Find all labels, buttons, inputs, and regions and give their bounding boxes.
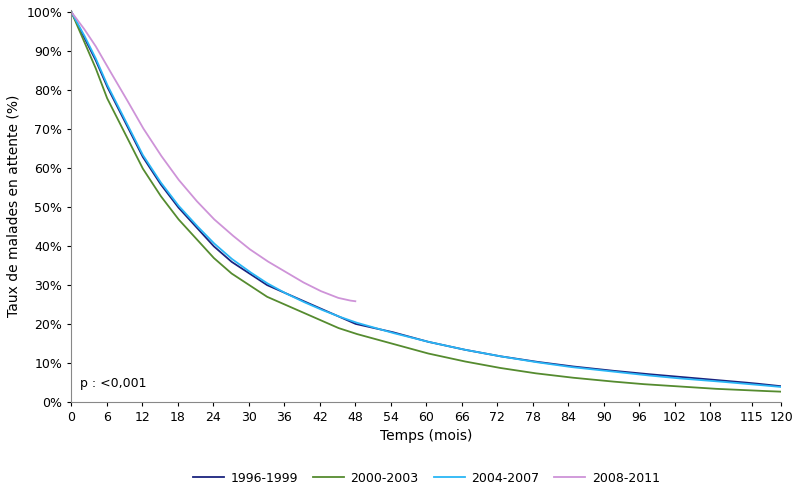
2004-2007 xyxy=(776,384,786,390)
2004-2007 xyxy=(370,325,379,331)
Y-axis label: Taux de malades en attente (%): Taux de malades en attente (%) xyxy=(7,95,21,317)
2008-2011 xyxy=(345,297,354,303)
2000-2003 xyxy=(190,234,199,240)
2008-2011 xyxy=(350,298,360,304)
2008-2011 xyxy=(116,86,126,92)
1996-1999 xyxy=(66,9,76,15)
2008-2011 xyxy=(188,194,198,199)
2000-2003 xyxy=(338,327,348,333)
2000-2003 xyxy=(370,336,379,342)
2000-2003 xyxy=(147,180,157,186)
2000-2003 xyxy=(776,389,786,394)
1996-1999 xyxy=(762,382,772,388)
2004-2007 xyxy=(147,167,157,172)
1996-1999 xyxy=(338,316,348,321)
2008-2011 xyxy=(314,288,324,294)
1996-1999 xyxy=(190,222,199,228)
2008-2011 xyxy=(99,57,109,63)
Text: p : <0,001: p : <0,001 xyxy=(80,377,146,390)
2008-2011 xyxy=(66,9,76,15)
X-axis label: Temps (mois): Temps (mois) xyxy=(380,429,473,443)
1996-1999 xyxy=(370,325,379,331)
1996-1999 xyxy=(147,169,157,174)
Legend: 1996-1999, 2000-2003, 2004-2007, 2008-2011: 1996-1999, 2000-2003, 2004-2007, 2008-20… xyxy=(188,467,665,490)
2000-2003 xyxy=(66,9,76,15)
Line: 2008-2011: 2008-2011 xyxy=(71,12,355,301)
1996-1999 xyxy=(686,375,695,381)
Line: 1996-1999: 1996-1999 xyxy=(71,12,781,386)
2004-2007 xyxy=(66,9,76,15)
2000-2003 xyxy=(686,384,695,390)
Line: 2004-2007: 2004-2007 xyxy=(71,12,781,387)
2004-2007 xyxy=(338,315,348,321)
2000-2003 xyxy=(762,388,772,394)
2004-2007 xyxy=(762,383,772,389)
1996-1999 xyxy=(776,383,786,389)
2008-2011 xyxy=(175,179,185,185)
Line: 2000-2003: 2000-2003 xyxy=(71,12,781,392)
2004-2007 xyxy=(190,220,199,226)
2004-2007 xyxy=(686,376,695,382)
